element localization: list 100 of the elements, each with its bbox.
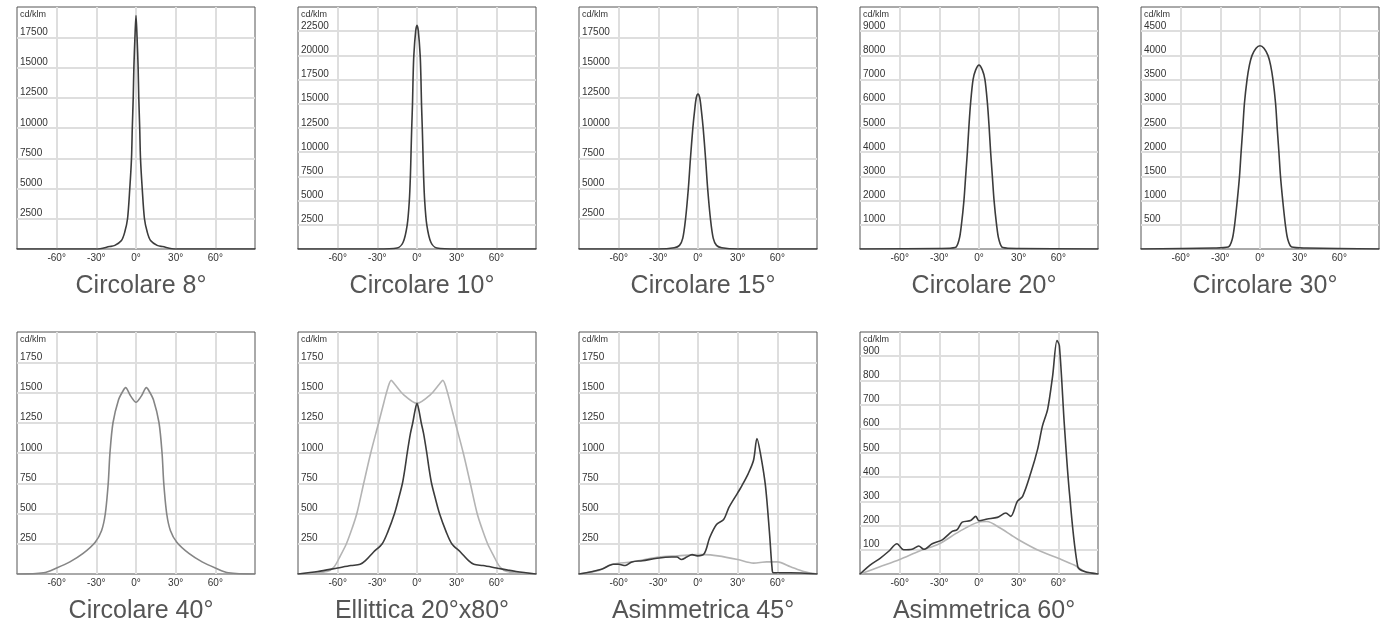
x-tick-label: 0° — [1255, 251, 1265, 263]
y-axis-title: cd/klm — [301, 8, 328, 19]
x-tick-label: -60° — [328, 576, 347, 588]
x-tick-label: 60° — [1331, 251, 1347, 263]
y-tick-label: 800 — [863, 368, 881, 380]
x-tick-label: 30° — [730, 251, 746, 263]
x-tick-label: -60° — [609, 576, 628, 588]
y-tick-label: 700 — [863, 393, 881, 405]
x-tick-label: -60° — [609, 251, 628, 263]
x-tick-label: 60° — [488, 576, 504, 588]
x-tick-label: 30° — [168, 576, 184, 588]
x-tick-label: -30° — [87, 251, 106, 263]
x-tick-label: -30° — [87, 576, 106, 588]
x-tick-label: 60° — [1050, 576, 1066, 588]
y-axis-title: cd/klm — [863, 8, 890, 19]
x-tick-label: 30° — [730, 576, 746, 588]
y-tick-label: 500 — [582, 502, 600, 513]
text: Asimmetrica 45° — [611, 594, 795, 618]
y-tick-label: 1750 — [20, 350, 43, 362]
y-tick-label: 1000 — [20, 441, 43, 453]
y-tick-label: 12500 — [20, 86, 49, 98]
y-tick-label: 750 — [582, 471, 600, 483]
y-tick-label: 8000 — [863, 43, 886, 55]
x-tick-label: -30° — [1211, 251, 1230, 263]
x-tick-label: 60° — [769, 576, 785, 588]
y-tick-label: 600 — [863, 417, 881, 429]
y-axis-title: cd/klm — [582, 8, 609, 19]
x-tick-label: 0° — [412, 576, 422, 588]
y-axis-title: cd/klm — [863, 333, 890, 344]
y-tick-label: 1750 — [582, 350, 605, 362]
y-tick-label: 2000 — [1144, 140, 1167, 152]
y-tick-label: 2500 — [582, 207, 605, 219]
x-tick-label: 30° — [1011, 251, 1027, 263]
x-tick-label: 60° — [207, 576, 223, 588]
y-tick-label: 1000 — [863, 213, 886, 225]
text: Circolare 20° — [911, 269, 1057, 298]
text: Circolare 15° — [630, 269, 776, 298]
text: Asimmetrica 60° — [892, 594, 1076, 618]
y-axis-title: cd/klm — [582, 333, 609, 344]
y-tick-label: 5000 — [301, 189, 324, 201]
x-tick-label: -30° — [649, 251, 668, 263]
y-axis-title: cd/klm — [20, 8, 47, 19]
text: Circolare 30° — [1192, 269, 1338, 298]
x-tick-label: -30° — [368, 576, 387, 588]
y-tick-label: 20000 — [301, 43, 330, 55]
x-tick-label: -30° — [930, 576, 949, 588]
text: Ellittica 20°x80° — [334, 594, 510, 618]
x-tick-label: -30° — [649, 576, 668, 588]
y-tick-label: 250 — [301, 532, 319, 544]
y-tick-label: 17500 — [20, 25, 49, 37]
y-tick-label: 250 — [582, 532, 600, 544]
y-tick-label: 1500 — [20, 381, 43, 392]
x-tick-label: -60° — [328, 251, 347, 263]
x-tick-label: 0° — [131, 251, 141, 263]
y-axis-title: cd/klm — [1144, 8, 1171, 19]
y-tick-label: 300 — [863, 489, 881, 501]
y-tick-label: 500 — [1144, 213, 1162, 225]
y-tick-label: 1250 — [301, 411, 324, 423]
x-tick-label: 30° — [449, 251, 465, 263]
y-tick-label: 500 — [863, 441, 881, 453]
y-axis-title: cd/klm — [20, 333, 47, 344]
text: Circolare 40° — [68, 594, 214, 618]
y-tick-label: 100 — [863, 538, 881, 550]
y-tick-label: 2500 — [301, 213, 324, 225]
y-tick-label: 250 — [20, 532, 38, 544]
y-tick-label: 2500 — [20, 207, 43, 219]
x-tick-label: 30° — [1011, 576, 1027, 588]
y-tick-label: 4500 — [1144, 19, 1167, 31]
x-tick-label: -60° — [890, 576, 909, 588]
y-tick-label: 500 — [301, 502, 319, 513]
y-tick-label: 3000 — [863, 164, 886, 176]
y-tick-label: 3000 — [1144, 92, 1167, 104]
x-tick-label: 0° — [974, 576, 984, 588]
y-tick-label: 5000 — [582, 177, 605, 188]
y-tick-label: 5000 — [863, 116, 886, 128]
x-tick-label: -60° — [47, 576, 66, 588]
y-tick-label: 750 — [20, 471, 38, 483]
text: Circolare 10° — [349, 269, 495, 298]
x-tick-label: -60° — [47, 251, 66, 263]
y-tick-label: 17500 — [301, 68, 330, 80]
y-tick-label: 3500 — [1144, 68, 1167, 80]
y-tick-label: 1500 — [301, 381, 324, 392]
x-tick-label: 60° — [1050, 251, 1066, 263]
x-tick-label: 30° — [168, 251, 184, 263]
x-tick-label: 0° — [131, 576, 141, 588]
x-tick-label: 60° — [488, 251, 504, 263]
y-tick-label: 1000 — [1144, 189, 1167, 201]
y-tick-label: 4000 — [863, 140, 886, 152]
y-tick-label: 7500 — [301, 164, 324, 176]
y-tick-label: 4000 — [1144, 43, 1167, 55]
y-tick-label: 17500 — [582, 25, 611, 37]
y-tick-label: 1000 — [582, 441, 605, 453]
x-tick-label: -60° — [890, 251, 909, 263]
y-tick-label: 400 — [863, 465, 881, 477]
y-tick-label: 10000 — [301, 140, 330, 152]
text: Circolare 8° — [75, 269, 207, 298]
y-tick-label: 500 — [20, 502, 38, 513]
y-axis-title: cd/klm — [301, 333, 328, 344]
y-tick-label: 12500 — [301, 116, 330, 128]
y-tick-label: 6000 — [863, 92, 886, 104]
